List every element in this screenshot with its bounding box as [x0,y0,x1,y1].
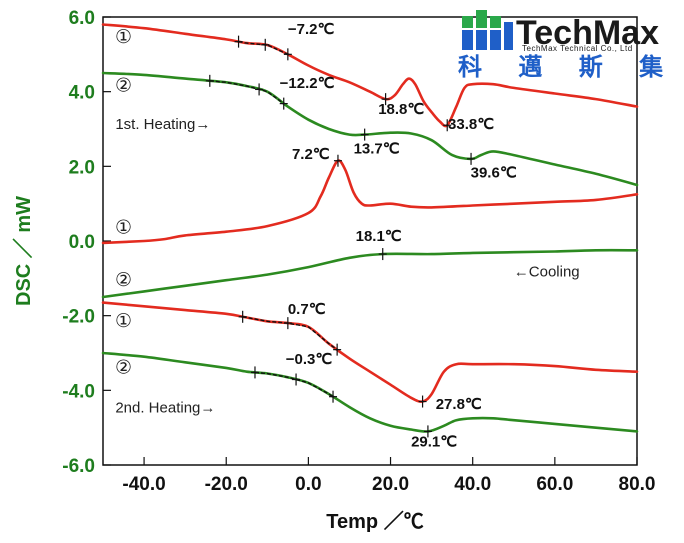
y-tick-label: 0.0 [69,232,95,253]
section-label: 1st. Heating→ [115,116,210,133]
series-line-1 [101,23,639,128]
sample-marker: ① [115,217,132,239]
x-tick-label: 60.0 [536,474,573,495]
temperature-annotation: −7.2℃ [288,21,335,38]
temperature-annotation: −12.2℃ [280,75,335,92]
series-line-3 [101,159,639,245]
onset-tangent [254,371,334,398]
x-tick-label: 0.0 [295,474,321,495]
temperature-annotation: 39.6℃ [471,165,517,182]
y-tick-label: 6.0 [69,8,95,29]
x-tick-label: -20.0 [205,474,248,495]
y-tick-label: 2.0 [69,157,95,178]
y-tick-label: -2.0 [62,307,95,328]
sample-marker: ① [115,26,132,48]
temperature-annotation: 33.8℃ [448,116,494,133]
sample-marker: ② [115,269,132,291]
series-line-5 [101,301,639,403]
x-tick-label: -40.0 [122,474,165,495]
temperature-annotation: 18.1℃ [356,228,402,245]
sample-marker: ① [115,310,132,332]
series-line-2 [101,71,639,187]
series-line-6 [101,351,639,433]
temperature-annotation: 18.8℃ [378,101,424,118]
y-axis-label: DSC ／ mW [12,196,35,306]
sample-marker: ② [115,75,132,97]
section-label: ←Cooling [514,263,580,280]
onset-tangent [209,80,285,105]
section-label: 2nd. Heating→ [115,400,215,417]
x-axis-label: Temp ／℃ [326,510,423,533]
series-line-4 [101,248,639,299]
temperature-annotation: 13.7℃ [354,140,400,157]
temperature-annotation: 7.2℃ [292,146,330,163]
sample-marker: ② [115,357,132,379]
y-tick-label: -4.0 [62,381,95,402]
onset-tangent [242,316,338,351]
x-tick-label: 80.0 [619,474,656,495]
y-tick-label: 4.0 [69,83,95,104]
temperature-annotation: 29.1℃ [411,433,457,450]
x-tick-label: 20.0 [372,474,409,495]
temperature-annotation: −0.3℃ [286,351,333,368]
temperature-annotation: 27.8℃ [436,396,482,413]
y-tick-label: -6.0 [62,456,95,477]
temperature-annotation: 0.7℃ [288,301,326,318]
x-tick-label: 40.0 [454,474,491,495]
